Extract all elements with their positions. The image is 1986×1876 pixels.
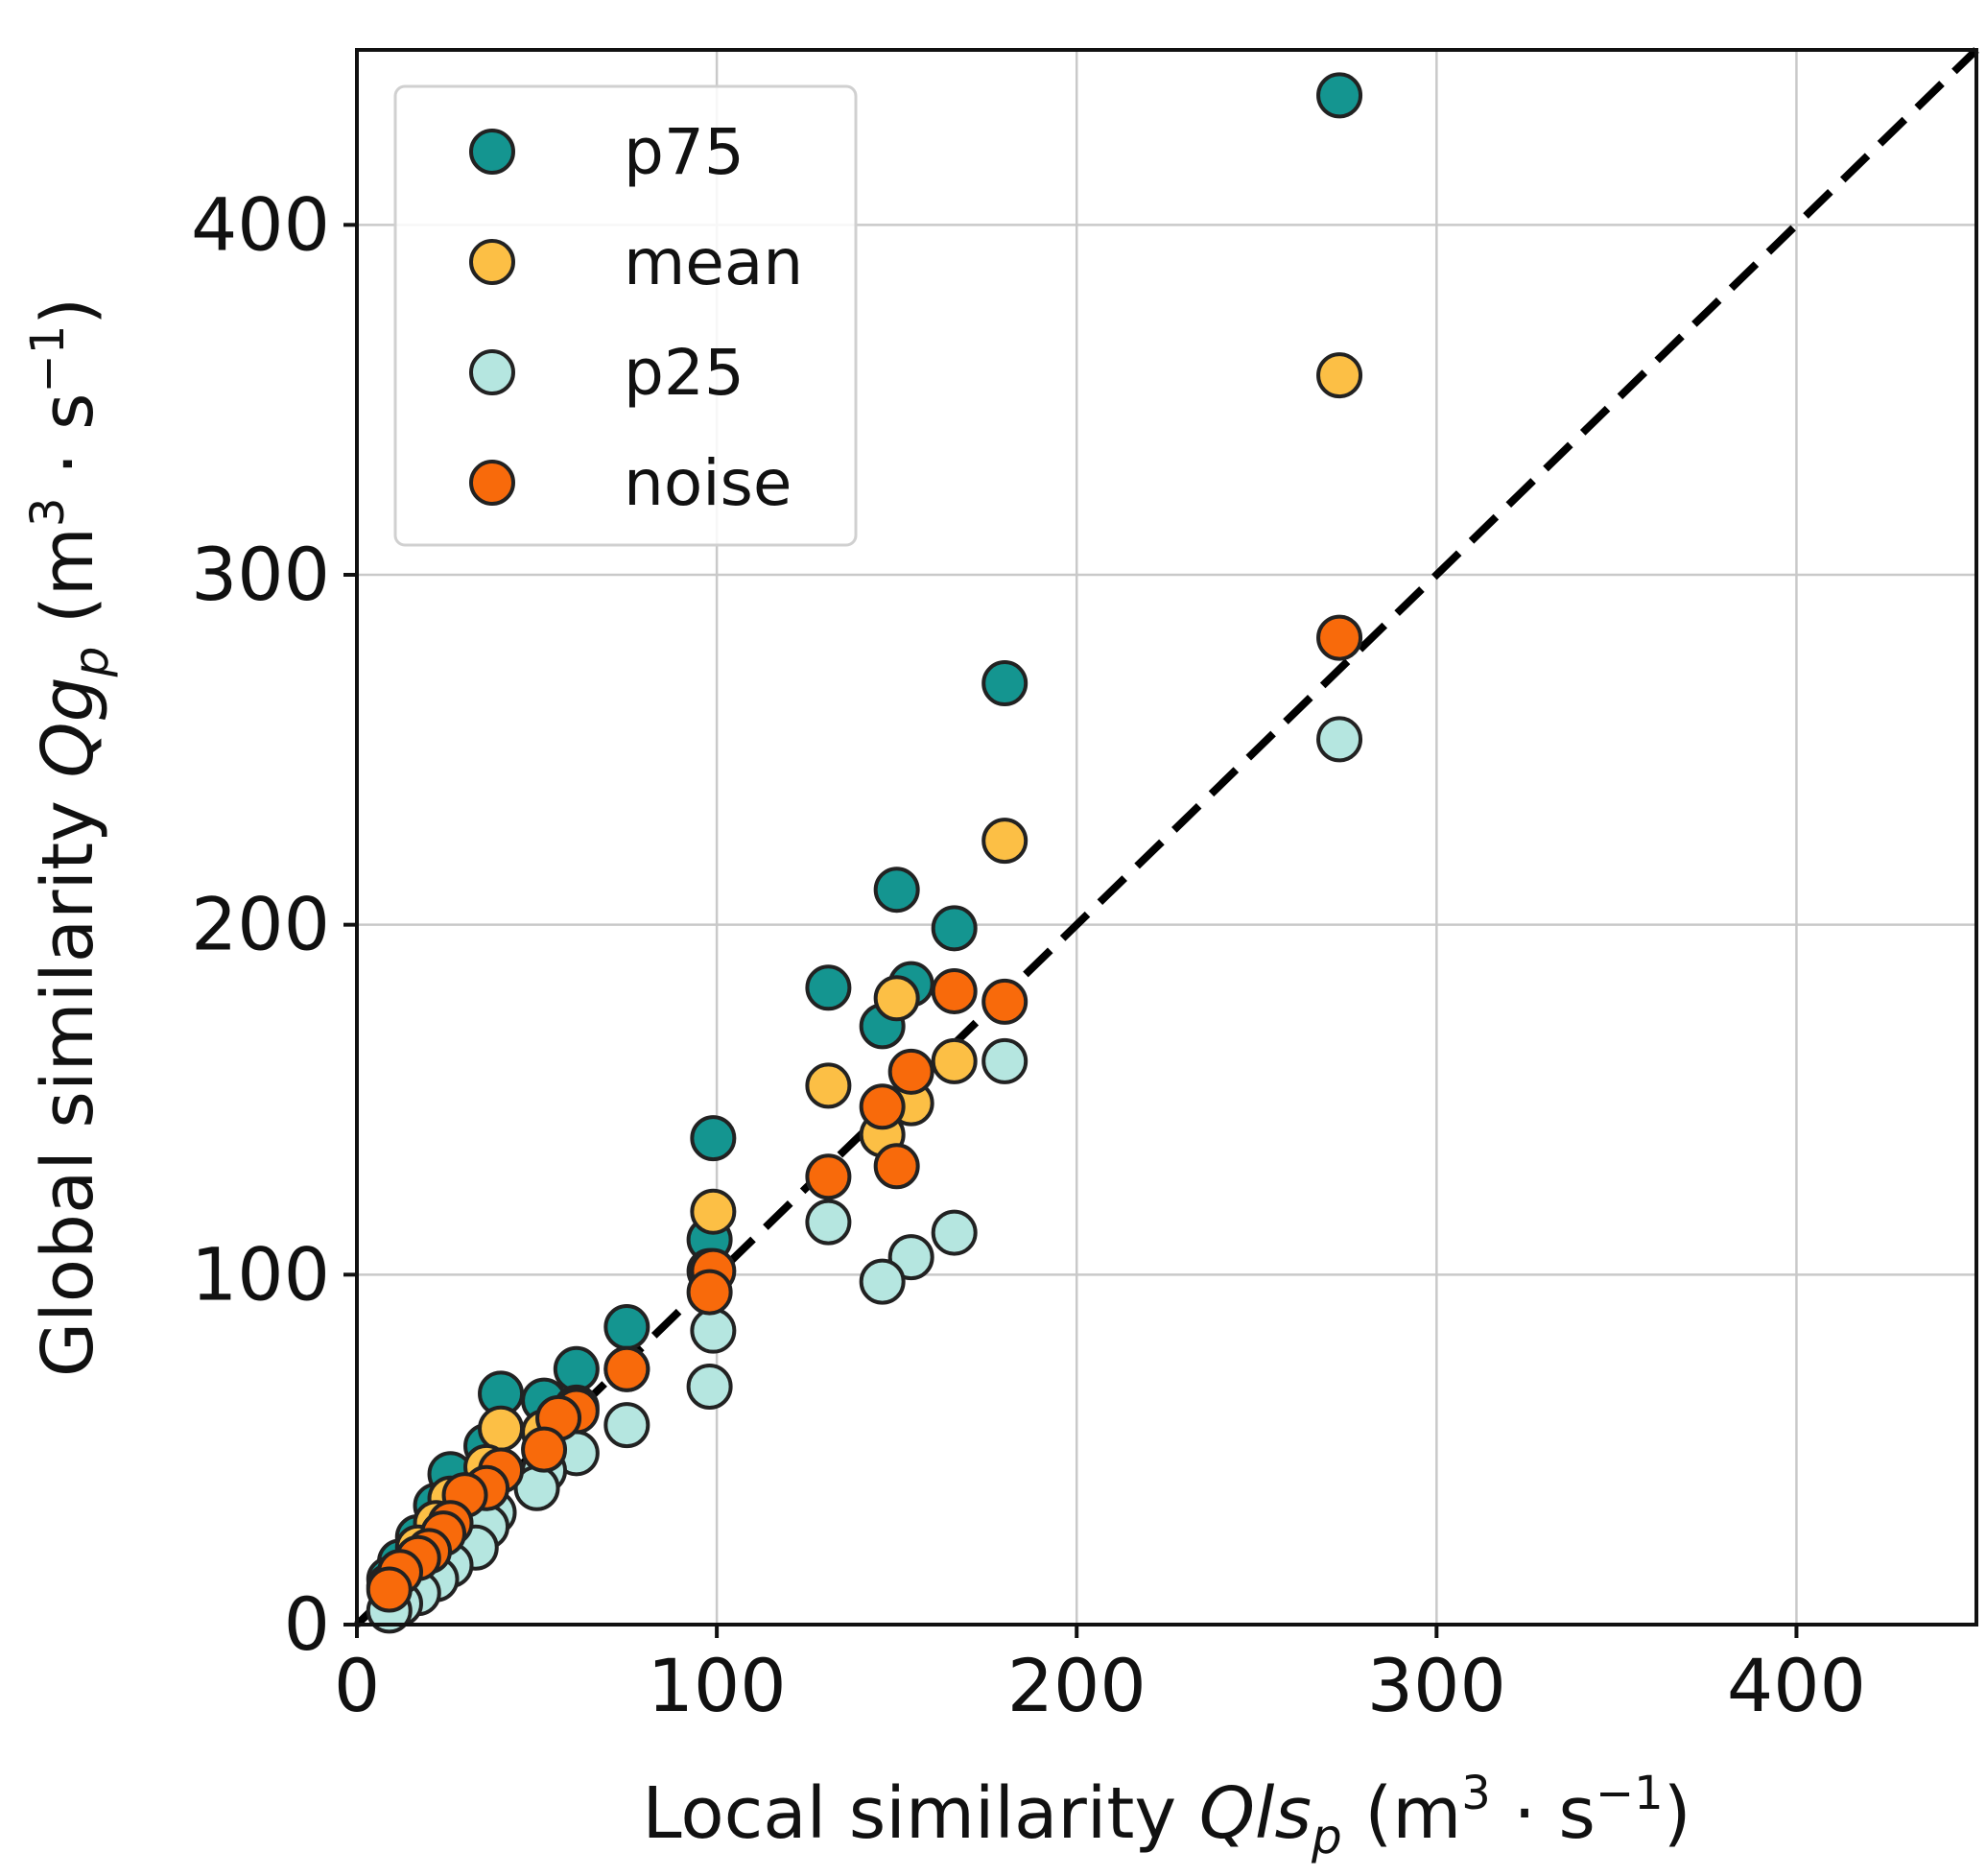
x-tick-label: 0 xyxy=(334,1643,380,1728)
data-point-mean xyxy=(690,1188,737,1235)
data-point-noise xyxy=(873,1143,920,1190)
data-point-p75 xyxy=(690,1115,737,1162)
data-point-mean xyxy=(478,1405,525,1452)
data-point-noise xyxy=(366,1566,413,1613)
data-point-mean xyxy=(805,1062,852,1109)
data-point-mean xyxy=(981,818,1028,865)
y-tick-label: 200 xyxy=(191,882,330,967)
data-point-noise xyxy=(686,1269,733,1316)
data-point-p25 xyxy=(686,1364,733,1411)
data-point-noise xyxy=(1316,614,1363,661)
data-points xyxy=(366,72,1363,1634)
data-point-mean xyxy=(1316,352,1363,399)
legend-marker-p75 xyxy=(469,129,515,175)
legend-marker-mean xyxy=(469,239,515,285)
data-point-p25 xyxy=(690,1307,737,1354)
y-tick-label: 100 xyxy=(191,1231,330,1317)
x-axis-label: Local similarity Qlsp (m3 · s−1) xyxy=(642,1767,1690,1864)
legend-label-p25: p25 xyxy=(624,336,745,410)
data-point-p75 xyxy=(805,964,852,1011)
data-point-p75 xyxy=(1316,72,1363,119)
data-point-p25 xyxy=(805,1199,852,1246)
data-point-noise xyxy=(603,1345,650,1392)
data-point-noise xyxy=(981,978,1028,1025)
y-tick-label: 0 xyxy=(284,1581,330,1667)
legend-marker-noise xyxy=(469,460,515,506)
tick-labels: 0 100 200 300 400 0 100 200 300 400 xyxy=(191,181,1866,1728)
data-point-noise xyxy=(931,967,978,1014)
series-noise xyxy=(366,614,1363,1613)
legend: p75 mean p25 noise xyxy=(393,84,858,547)
x-tick-label: 200 xyxy=(1007,1643,1147,1728)
y-axis-label: Global similarity Qgp (m3 · s−1) xyxy=(21,297,119,1377)
data-point-p75 xyxy=(553,1345,600,1392)
legend-label-noise: noise xyxy=(624,446,792,520)
legend-label-mean: mean xyxy=(624,226,803,299)
legend-box xyxy=(393,84,858,547)
data-point-p25 xyxy=(1316,716,1363,763)
data-point-p75 xyxy=(931,905,978,952)
data-point-p25 xyxy=(931,1209,978,1256)
x-tick-label: 300 xyxy=(1367,1643,1506,1728)
data-point-p25 xyxy=(603,1402,650,1449)
data-point-noise xyxy=(887,1048,934,1095)
legend-marker-p25 xyxy=(469,349,515,395)
data-point-mean xyxy=(873,975,920,1022)
data-point-noise xyxy=(859,1083,906,1130)
plot-frame xyxy=(355,48,1978,1627)
x-tick-label: 400 xyxy=(1727,1643,1866,1728)
data-point-mean xyxy=(931,1037,978,1084)
data-point-p75 xyxy=(603,1304,650,1351)
data-point-noise xyxy=(805,1153,852,1200)
data-point-noise xyxy=(521,1426,568,1473)
legend-label-p75: p75 xyxy=(624,115,745,189)
data-point-p25 xyxy=(859,1258,906,1305)
y-tick-label: 300 xyxy=(191,532,330,617)
data-point-p75 xyxy=(873,867,920,914)
data-point-p75 xyxy=(981,660,1028,707)
data-point-p25 xyxy=(981,1037,1028,1084)
x-tick-label: 100 xyxy=(648,1643,787,1728)
y-tick-label: 400 xyxy=(191,181,330,267)
